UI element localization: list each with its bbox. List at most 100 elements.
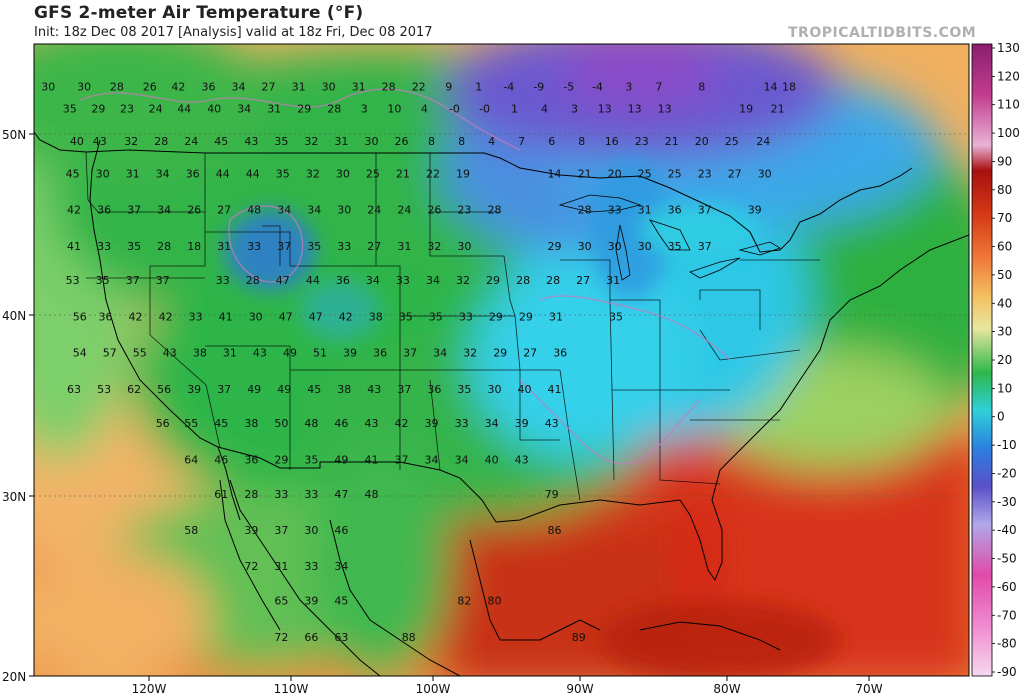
temperature-value-label: 37 xyxy=(127,204,141,217)
temperature-value-label: 23 xyxy=(120,102,134,115)
colorbar-ticks: 1301201101009080706050403020100-10-20-30… xyxy=(992,41,1020,679)
temperature-value-label: 7 xyxy=(518,135,525,148)
temperature-value-label: 38 xyxy=(193,347,207,360)
colorbar-tick-label: 0 xyxy=(997,410,1005,424)
temperature-value-label: 24 xyxy=(397,204,411,217)
temperature-value-label: 43 xyxy=(365,417,379,430)
temperature-value-label: 31 xyxy=(352,81,366,94)
temperature-value-label: 46 xyxy=(334,524,348,537)
temperature-value-label: 40 xyxy=(70,135,84,148)
temperature-value-label: 51 xyxy=(313,347,327,360)
colorbar-tick-label: -40 xyxy=(997,523,1017,537)
temperature-value-label: 29 xyxy=(297,102,311,115)
temperature-value-label: 30 xyxy=(608,240,622,253)
temperature-value-label: 9 xyxy=(445,81,452,94)
temperature-value-label: 37 xyxy=(698,240,712,253)
temperature-value-label: 31 xyxy=(549,310,563,323)
temperature-value-label: 28 xyxy=(244,488,258,501)
temperature-value-label: 27 xyxy=(523,347,537,360)
temperature-value-label: 33 xyxy=(189,310,203,323)
temperature-value-label: 45 xyxy=(334,595,348,608)
temperature-value-label: 10 xyxy=(387,102,401,115)
temperature-value-label: 42 xyxy=(171,81,185,94)
temperature-value-label: 14 xyxy=(548,167,562,180)
temperature-value-label: 44 xyxy=(177,102,191,115)
temperature-value-label: 22 xyxy=(426,167,440,180)
temperature-value-label: -9 xyxy=(533,81,544,94)
temperature-value-label: 55 xyxy=(133,347,147,360)
temperature-value-label: 41 xyxy=(365,453,379,466)
temperature-value-label: 37 xyxy=(126,274,140,287)
temperature-value-label: 28 xyxy=(546,274,560,287)
colorbar-tick-label: -20 xyxy=(997,467,1017,481)
temperature-value-label: 21 xyxy=(396,167,410,180)
temperature-value-label: 13 xyxy=(628,102,642,115)
colorbar-tick-label: 130 xyxy=(997,41,1020,55)
temperature-value-label: 39 xyxy=(748,204,762,217)
temperature-value-label: 22 xyxy=(412,81,426,94)
temperature-value-label: 34 xyxy=(307,204,321,217)
temperature-value-label: 28 xyxy=(157,240,171,253)
temperature-value-label: 30 xyxy=(41,81,55,94)
state-borders xyxy=(85,151,820,501)
temperature-value-label: 8 xyxy=(698,81,705,94)
temperature-value-label: 56 xyxy=(156,417,170,430)
temperature-value-label: 26 xyxy=(187,204,201,217)
temperature-value-label: 6 xyxy=(548,135,555,148)
temperature-value-label: 23 xyxy=(698,167,712,180)
temperature-value-label: 34 xyxy=(277,204,291,217)
temperature-value-label: 37 xyxy=(277,240,291,253)
temperature-value-label: 47 xyxy=(276,274,290,287)
temperature-value-label: 26 xyxy=(395,135,409,148)
temperature-value-label: 45 xyxy=(214,135,228,148)
temperature-value-label: 34 xyxy=(366,274,380,287)
lon-label-120w: 120W xyxy=(132,682,167,696)
temperature-value-label: 40 xyxy=(485,453,499,466)
temperature-value-label: 38 xyxy=(244,417,258,430)
temperature-value-label: 35 xyxy=(429,310,443,323)
temperature-value-label: 49 xyxy=(247,383,261,396)
great-lakes xyxy=(558,194,781,281)
temperature-value-label: 36 xyxy=(336,274,350,287)
temperature-value-label: 24 xyxy=(367,204,381,217)
temperature-value-label: 31 xyxy=(223,347,237,360)
temperature-value-label: 80 xyxy=(488,595,502,608)
lat-label-50n: 50N xyxy=(2,128,26,142)
temperature-value-label: 33 xyxy=(216,274,230,287)
temperature-value-label: 89 xyxy=(572,631,586,644)
temperature-value-label: 44 xyxy=(246,167,260,180)
temperature-value-label: 35 xyxy=(304,453,318,466)
temperature-value-label: 41 xyxy=(219,310,233,323)
temperature-value-label: 43 xyxy=(93,135,107,148)
temperature-value-label: 49 xyxy=(334,453,348,466)
temperature-value-label: 32 xyxy=(456,274,470,287)
map-subtitle: Init: 18z Dec 08 2017 [Analysis] valid a… xyxy=(34,25,433,40)
temperature-value-label: 32 xyxy=(124,135,138,148)
temperature-value-label: 54 xyxy=(73,347,87,360)
temperature-value-label: 63 xyxy=(334,631,348,644)
temperature-value-label: 30 xyxy=(96,167,110,180)
temperature-value-label: 34 xyxy=(485,417,499,430)
temperature-value-label: 30 xyxy=(77,81,91,94)
lat-label-20n: 20N xyxy=(2,670,26,684)
temperature-value-label: 37 xyxy=(217,383,231,396)
temperature-value-label: 27 xyxy=(728,167,742,180)
temperature-value-label: 30 xyxy=(457,240,471,253)
lon-label-80w: 80W xyxy=(713,682,740,696)
temperature-value-label: 39 xyxy=(187,383,201,396)
temperature-value-label: 21 xyxy=(578,167,592,180)
temperature-value-label: 13 xyxy=(658,102,672,115)
temperature-value-label: -4 xyxy=(503,81,514,94)
temperature-value-label: 35 xyxy=(307,240,321,253)
temperature-value-label: 35 xyxy=(457,383,471,396)
temperature-value-label: 41 xyxy=(67,240,81,253)
colorbar-tick-label: 60 xyxy=(997,240,1012,254)
temperature-value-label: -0 xyxy=(479,102,490,115)
temperature-value-label: 82 xyxy=(457,595,471,608)
temperature-value-label: 45 xyxy=(214,417,228,430)
temperature-value-label: 38 xyxy=(337,383,351,396)
temperature-value-label: 79 xyxy=(545,488,559,501)
temperature-value-label: 45 xyxy=(307,383,321,396)
temperature-value-label: 43 xyxy=(163,347,177,360)
temperature-value-label: 27 xyxy=(217,204,231,217)
